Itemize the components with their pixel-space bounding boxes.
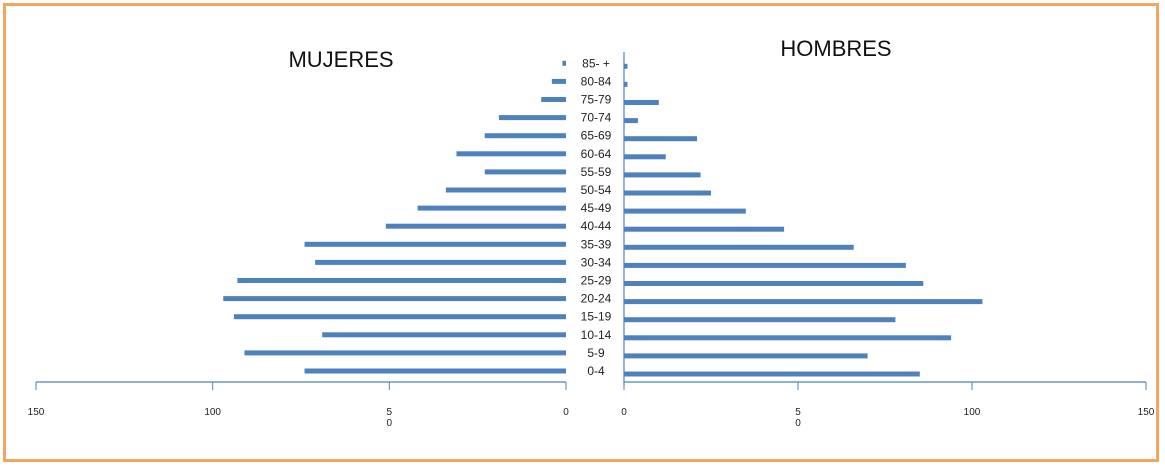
bar-mujeres-15-19 <box>233 314 566 320</box>
bar-mujeres-85- <box>562 60 566 66</box>
bar-hombres-30-34 <box>624 262 906 268</box>
bar-mujeres-55-59 <box>484 169 566 175</box>
age-group-label: 85- + <box>582 56 610 70</box>
age-group-label: 5-9 <box>587 346 605 360</box>
bar-hombres-0-4 <box>624 371 920 377</box>
bar-mujeres-50-54 <box>445 187 566 193</box>
bar-hombres-85- <box>624 63 628 69</box>
bar-mujeres-35-39 <box>304 241 566 247</box>
age-group-label: 70-74 <box>581 111 612 125</box>
left-tick-label: 150 <box>28 407 45 418</box>
age-group-label: 75-79 <box>581 93 612 107</box>
bar-hombres-40-44 <box>624 226 785 232</box>
bar-mujeres-60-64 <box>456 151 566 157</box>
bar-mujeres-40-44 <box>385 223 566 229</box>
bar-mujeres-65-69 <box>484 133 566 139</box>
bar-mujeres-70-74 <box>498 115 566 121</box>
series-title-hombres: HOMBRES <box>780 36 891 61</box>
age-group-label: 50-54 <box>581 183 612 197</box>
age-group-label: 25-29 <box>581 274 612 288</box>
right-tick-label: 5 <box>795 407 801 418</box>
bar-hombres-65-69 <box>624 136 698 142</box>
bar-mujeres-20-24 <box>223 296 566 302</box>
bar-hombres-75-79 <box>624 100 659 105</box>
bar-mujeres-0-4 <box>304 368 566 374</box>
bar-hombres-20-24 <box>624 299 983 305</box>
bar-mujeres-30-34 <box>315 259 566 265</box>
age-group-label: 15-19 <box>581 310 612 324</box>
bar-mujeres-80-84 <box>551 78 566 84</box>
bar-hombres-50-54 <box>624 190 711 196</box>
age-group-label: 40-44 <box>581 219 612 233</box>
right-tick-label: 0 <box>795 418 801 429</box>
bar-hombres-35-39 <box>624 244 854 250</box>
bar-hombres-55-59 <box>624 172 701 178</box>
series-title-mujeres: MUJERES <box>288 47 393 72</box>
bar-hombres-80-84 <box>624 81 628 87</box>
left-tick-label: 0 <box>563 407 569 418</box>
age-group-label: 65-69 <box>581 129 612 143</box>
age-group-label: 45-49 <box>581 201 612 215</box>
bar-hombres-15-19 <box>624 317 896 323</box>
chart-frame <box>3 3 1159 462</box>
age-group-label: 20-24 <box>581 292 612 306</box>
bar-mujeres-10-14 <box>322 332 566 338</box>
age-group-label: 60-64 <box>581 147 612 161</box>
bar-hombres-45-49 <box>624 208 746 214</box>
bar-mujeres-25-29 <box>237 278 566 283</box>
bar-hombres-70-74 <box>624 118 638 124</box>
bar-mujeres-75-79 <box>541 97 566 102</box>
age-group-label: 55-59 <box>581 165 612 179</box>
left-tick-label: 0 <box>387 418 393 429</box>
bar-hombres-10-14 <box>624 335 952 341</box>
bar-mujeres-45-49 <box>417 205 566 211</box>
age-group-label: 35-39 <box>581 237 612 251</box>
age-group-label: 0-4 <box>587 364 605 378</box>
bar-mujeres-5-9 <box>244 350 566 356</box>
age-group-label: 80-84 <box>581 74 612 88</box>
left-tick-label: 100 <box>204 407 221 418</box>
age-group-label: 10-14 <box>581 328 612 342</box>
left-tick-label: 5 <box>387 407 393 418</box>
right-tick-label: 150 <box>1138 407 1155 418</box>
bar-hombres-60-64 <box>624 154 666 160</box>
right-tick-label: 100 <box>964 407 981 418</box>
bar-hombres-25-29 <box>624 281 924 286</box>
right-tick-label: 0 <box>621 407 627 418</box>
age-group-label: 30-34 <box>581 255 612 269</box>
bar-hombres-5-9 <box>624 353 868 359</box>
